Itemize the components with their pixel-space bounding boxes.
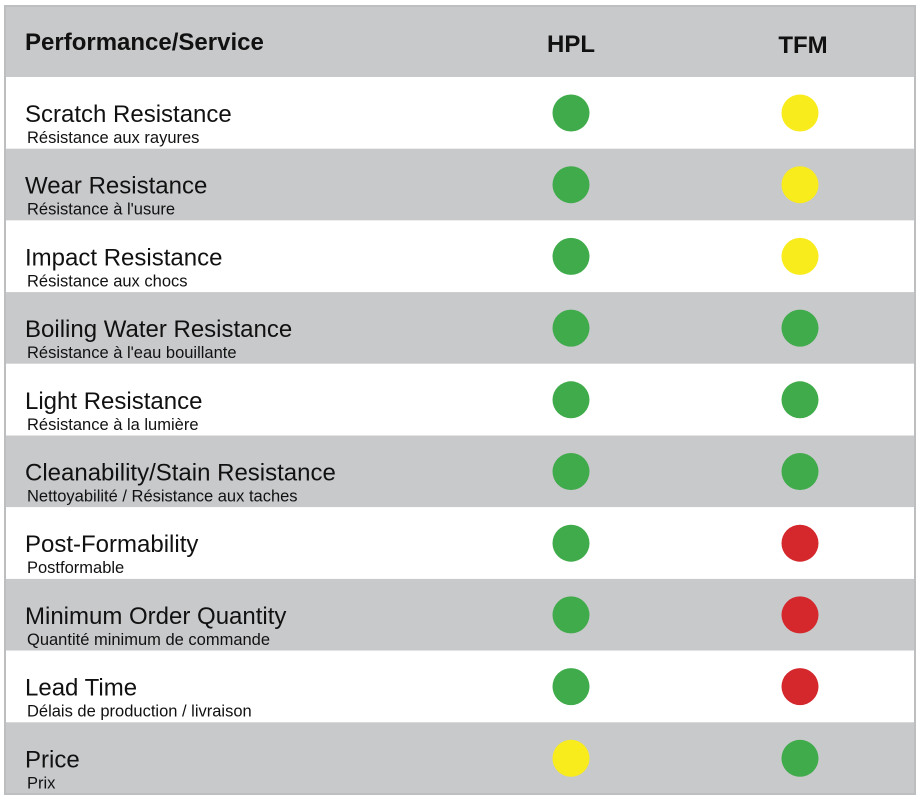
row-subtitle: Résistance à l'usure: [27, 201, 175, 219]
rating-dot: [552, 739, 590, 777]
row-subtitle: Résistance à l'eau bouillante: [27, 344, 237, 362]
rating-dot: [781, 309, 819, 347]
rating-dot: [552, 453, 590, 490]
rating-dot: [552, 309, 590, 347]
row-title: Wear Resistance: [25, 173, 207, 200]
row-subtitle: Résistance à la lumière: [27, 416, 199, 434]
table-row: [5, 363, 915, 436]
row-title: Minimum Order Quantity: [25, 603, 286, 630]
row-title: Impact Resistance: [25, 244, 222, 271]
rating-dot: [552, 668, 590, 706]
rating-dot: [552, 381, 590, 419]
row-title: Scratch Resistance: [25, 101, 232, 128]
row-title: Lead Time: [25, 675, 137, 702]
row-title: Cleanability/Stain Resistance: [25, 460, 336, 487]
rating-dot: [552, 596, 590, 634]
table-row: [5, 148, 915, 221]
table-row: [5, 292, 915, 364]
column-header: HPL: [547, 31, 595, 58]
header-row: [5, 6, 915, 77]
rating-dot: [781, 739, 819, 777]
row-subtitle: Nettoyabilité / Résistance aux taches: [27, 488, 298, 506]
rating-dot: [552, 524, 590, 562]
row-subtitle: Quantité minimum de commande: [27, 631, 270, 649]
rating-dot: [781, 668, 819, 706]
row-subtitle: Résistance aux chocs: [27, 272, 188, 290]
row-subtitle: Résistance aux rayures: [27, 129, 199, 147]
rating-dot: [781, 166, 819, 204]
column-header: TFM: [778, 32, 827, 59]
rating-dot: [781, 94, 819, 132]
rating-dot: [781, 524, 819, 562]
table-row: [5, 578, 915, 651]
row-subtitle: Postformable: [27, 559, 124, 577]
row-subtitle: Délais de production / livraison: [27, 703, 252, 721]
row-title: Price: [25, 746, 80, 773]
rating-dot: [552, 166, 590, 204]
row-title: Light Resistance: [25, 388, 202, 415]
row-subtitle: Prix: [27, 774, 56, 792]
table-row: [5, 220, 915, 293]
table-row: [5, 722, 915, 794]
rating-dot: [552, 94, 590, 132]
table-border: [4, 5, 916, 795]
table-row: [5, 77, 915, 149]
rating-dot: [781, 596, 819, 634]
table-row: [5, 435, 915, 508]
table-row: [5, 507, 915, 579]
rating-dot: [781, 453, 819, 490]
header-label: Performance/Service: [25, 29, 264, 56]
rating-dot: [552, 237, 590, 275]
table-row: [5, 650, 915, 723]
row-title: Boiling Water Resistance: [25, 316, 292, 343]
rating-dot: [781, 381, 819, 419]
row-title: Post-Formability: [25, 531, 198, 558]
rating-dot: [781, 237, 819, 275]
